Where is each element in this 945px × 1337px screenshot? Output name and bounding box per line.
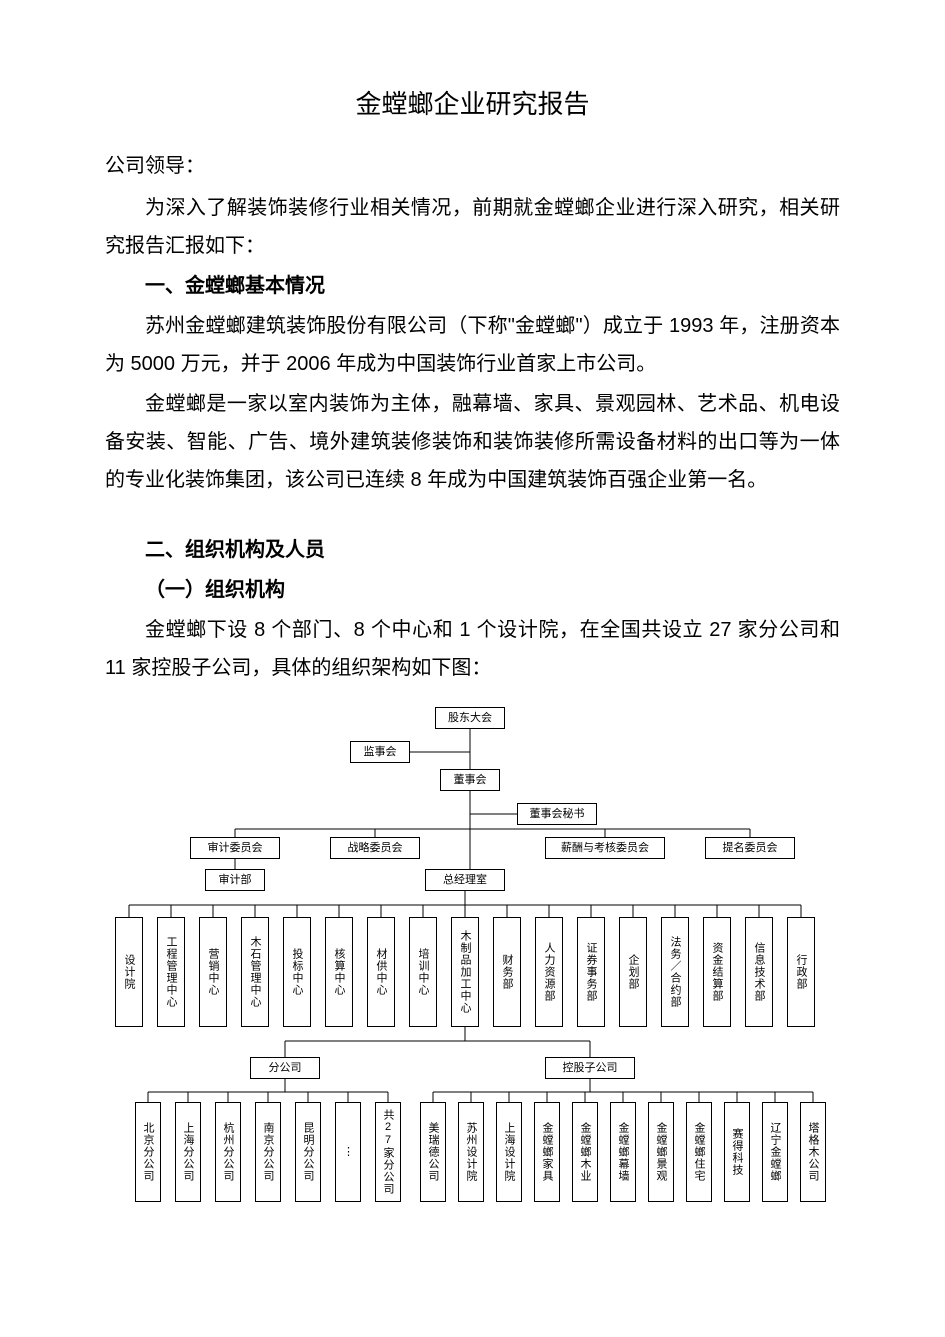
salutation: 公司领导： (105, 147, 840, 185)
spacer (105, 501, 840, 529)
org-node-c8: 培训中心 (409, 917, 437, 1027)
org-node-s9: 赛得科技 (724, 1102, 750, 1202)
org-node-s7: 金螳螂景观 (648, 1102, 674, 1202)
org-node-supervisors: 监事会 (350, 741, 410, 763)
org-node-c17: 行政部 (787, 917, 815, 1027)
org-node-c10: 财务部 (493, 917, 521, 1027)
org-node-b6: ⋮ (335, 1102, 361, 1202)
intro-paragraph: 为深入了解装饰装修行业相关情况，前期就金螳螂企业进行深入研究，相关研究报告汇报如… (105, 189, 840, 265)
org-node-c6: 核算中心 (325, 917, 353, 1027)
org-node-c1: 设计院 (115, 917, 143, 1027)
org-node-b5: 昆明分公司 (295, 1102, 321, 1202)
org-node-s11: 塔格木公司 (800, 1102, 826, 1202)
org-node-c4: 木石管理中心 (241, 917, 269, 1027)
org-node-s3: 上海设计院 (496, 1102, 522, 1202)
org-node-nom_c: 提名委员会 (705, 837, 795, 859)
org-node-c5: 投标中心 (283, 917, 311, 1027)
org-node-strategy_c: 战略委员会 (330, 837, 420, 859)
org-node-s2: 苏州设计院 (458, 1102, 484, 1202)
org-node-shareholders: 股东大会 (435, 707, 505, 729)
org-node-s6: 金螳螂幕墙 (610, 1102, 636, 1202)
org-node-gm: 总经理室 (425, 869, 505, 891)
section2-p1: 金螳螂下设 8 个部门、8 个中心和 1 个设计院，在全国共设立 27 家分公司… (105, 611, 840, 687)
org-node-c3: 营销中心 (199, 917, 227, 1027)
org-node-b7: 共27家分公司 (375, 1102, 401, 1202)
org-node-b4: 南京分公司 (255, 1102, 281, 1202)
org-node-c14: 法务／合约部 (661, 917, 689, 1027)
org-node-s5: 金螳螂木业 (572, 1102, 598, 1202)
org-node-s10: 辽宁金螳螂 (762, 1102, 788, 1202)
org-node-branch_group: 分公司 (250, 1057, 320, 1079)
org-node-c16: 信息技术部 (745, 917, 773, 1027)
org-node-b1: 北京分公司 (135, 1102, 161, 1202)
org-node-sub_group: 控股子公司 (545, 1057, 635, 1079)
org-node-s8: 金螳螂住宅 (686, 1102, 712, 1202)
org-node-c2: 工程管理中心 (157, 917, 185, 1027)
org-node-audit_dept: 审计部 (205, 869, 265, 891)
section1-p1: 苏州金螳螂建筑装饰股份有限公司（下称"金螳螂"）成立于 1993 年，注册资本为… (105, 307, 840, 383)
org-node-c7: 材供中心 (367, 917, 395, 1027)
section1-p2: 金螳螂是一家以室内装饰为主体，融幕墙、家具、景观园林、艺术品、机电设备安装、智能… (105, 385, 840, 499)
org-node-c13: 企划部 (619, 917, 647, 1027)
org-node-audit_c: 审计委员会 (190, 837, 280, 859)
org-node-b3: 杭州分公司 (215, 1102, 241, 1202)
org-node-s4: 金螳螂家具 (534, 1102, 560, 1202)
section2-subheading: （一）组织机构 (105, 571, 840, 609)
section1-heading: 一、金螳螂基本情况 (105, 267, 840, 305)
org-node-board: 董事会 (440, 769, 500, 791)
org-node-comp_c: 薪酬与考核委员会 (545, 837, 665, 859)
doc-title: 金螳螂企业研究报告 (105, 80, 840, 129)
org-node-s1: 美瑞德公司 (420, 1102, 446, 1202)
org-node-c9: 木制品加工中心 (451, 917, 479, 1027)
org-node-c11: 人力资源部 (535, 917, 563, 1027)
org-node-c12: 证券事务部 (577, 917, 605, 1027)
org-node-c15: 资金结算部 (703, 917, 731, 1027)
org-node-b2: 上海分公司 (175, 1102, 201, 1202)
org-node-board_sec: 董事会秘书 (517, 803, 597, 825)
section2-heading: 二、组织机构及人员 (105, 531, 840, 569)
